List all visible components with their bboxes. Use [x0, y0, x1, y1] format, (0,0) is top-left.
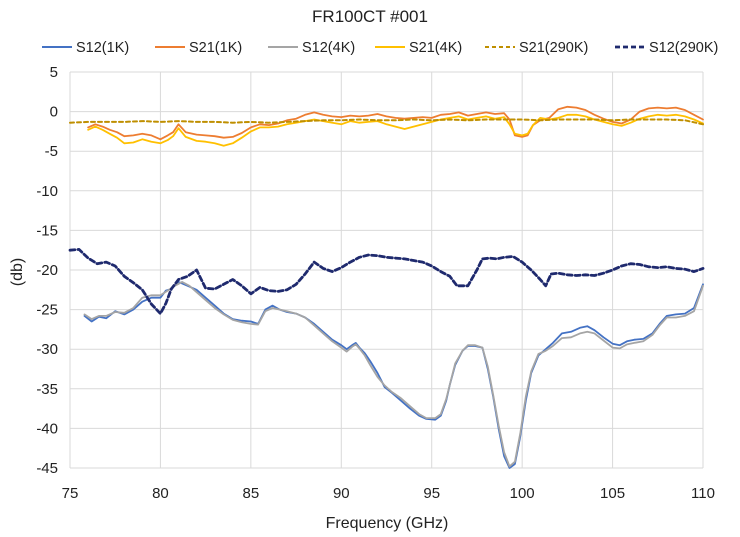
y-tick-label: -10	[36, 183, 58, 200]
legend: S12(1K) S21(1K) S12(4K) S21(4K) S21(290K) S12…	[42, 40, 718, 56]
series-line-s12-4k	[83, 281, 704, 468]
x-tick-label: 85	[243, 485, 260, 502]
chart-title: FR100CT #001	[312, 7, 428, 26]
series-line-s12-1k	[83, 281, 704, 469]
legend-label: S21(4K)	[409, 40, 462, 56]
y-tick-label: -35	[36, 381, 58, 398]
series-line-s21-290k	[69, 118, 704, 126]
y-tick-label: -30	[36, 341, 58, 358]
plot-area	[68, 105, 705, 469]
legend-label: S12(4K)	[302, 40, 355, 56]
y-axis-ticks: 5 0 -5 -10 -15 -20 -25 -30 -35 -40 -45	[36, 64, 58, 477]
x-axis-ticks: 75 80 85 90 95 100 105 110	[62, 485, 715, 502]
y-tick-label: -5	[45, 143, 58, 160]
x-tick-label: 90	[333, 485, 350, 502]
series-line-s12-290k	[68, 248, 705, 315]
gridlines	[69, 71, 704, 469]
y-tick-label: -20	[36, 262, 58, 279]
legend-label: S12(290K)	[649, 40, 718, 56]
x-axis-label: Frequency (GHz)	[326, 515, 449, 532]
y-tick-label: -15	[36, 222, 58, 239]
legend-label: S21(1K)	[189, 40, 242, 56]
x-tick-label: 80	[152, 485, 169, 502]
y-tick-label: -25	[36, 302, 58, 319]
x-tick-label: 100	[510, 485, 535, 502]
y-tick-label: -40	[36, 420, 58, 437]
y-axis-label: (db)	[9, 258, 26, 286]
y-tick-label: 5	[50, 64, 58, 81]
series-line-s21-1k	[87, 105, 704, 141]
x-tick-label: 110	[691, 485, 715, 502]
x-tick-label: 75	[62, 485, 79, 502]
y-tick-label: 0	[50, 104, 58, 121]
legend-label: S12(1K)	[76, 40, 129, 56]
x-tick-label: 105	[600, 485, 625, 502]
y-tick-label: -45	[36, 460, 58, 477]
x-tick-label: 95	[423, 485, 440, 502]
legend-label: S21(290K)	[519, 40, 588, 56]
